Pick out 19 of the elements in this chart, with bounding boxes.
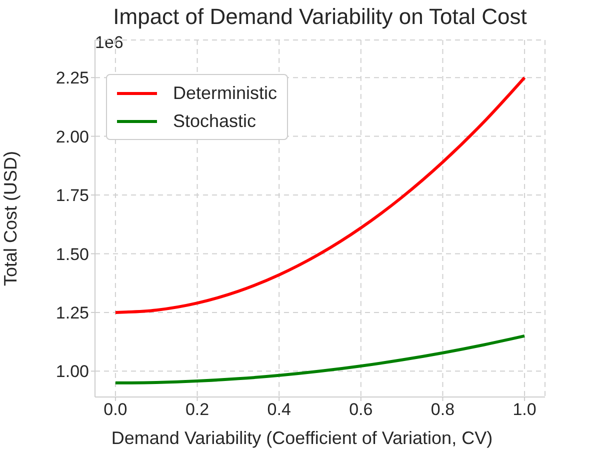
legend-label: Deterministic bbox=[173, 82, 278, 105]
x-tick-label: 0.4 bbox=[267, 400, 291, 420]
x-tick-label: 0.8 bbox=[430, 400, 455, 420]
y-tick-label: 1.25 bbox=[56, 303, 89, 322]
x-axis-title: Demand Variability (Coefficient of Variation, CV) bbox=[110, 428, 494, 449]
line-series bbox=[114, 76, 526, 314]
y-axis-title: Total Cost (USD) bbox=[0, 150, 20, 286]
x-tick-label: 0.2 bbox=[185, 400, 210, 420]
legend-label: Stochastic bbox=[173, 110, 256, 133]
x-tick-label: 1.0 bbox=[512, 400, 536, 420]
chart-title: Impact of Demand Variability on Total Cost bbox=[112, 4, 528, 30]
x-tick-label: 0.6 bbox=[349, 400, 373, 420]
x-tick-label: 0.0 bbox=[104, 400, 128, 420]
y-tick-label: 1.00 bbox=[56, 362, 89, 382]
y-tick-label: 2.25 bbox=[56, 68, 89, 88]
line-series bbox=[114, 334, 526, 384]
y-tick-label: 1.50 bbox=[56, 244, 89, 264]
y-tick-label: 1.75 bbox=[56, 186, 89, 206]
y-tick-label: 2.00 bbox=[56, 127, 89, 146]
